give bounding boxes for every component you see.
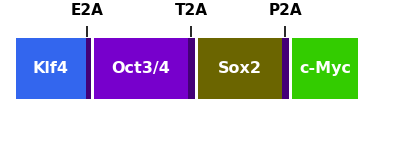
Bar [188,38,195,99]
Text: Sox2: Sox2 [218,61,262,76]
Text: E2A: E2A [71,2,104,18]
Bar [198,38,282,99]
Text: P2A: P2A [268,2,302,18]
Bar [282,38,289,99]
Bar [84,38,91,99]
Bar [94,38,188,99]
Text: Klf4: Klf4 [33,61,69,76]
Bar [292,38,358,99]
Text: T2A: T2A [175,2,208,18]
Text: Oct3/4: Oct3/4 [112,61,170,76]
Text: c-Myc: c-Myc [299,61,351,76]
Bar [16,38,86,99]
